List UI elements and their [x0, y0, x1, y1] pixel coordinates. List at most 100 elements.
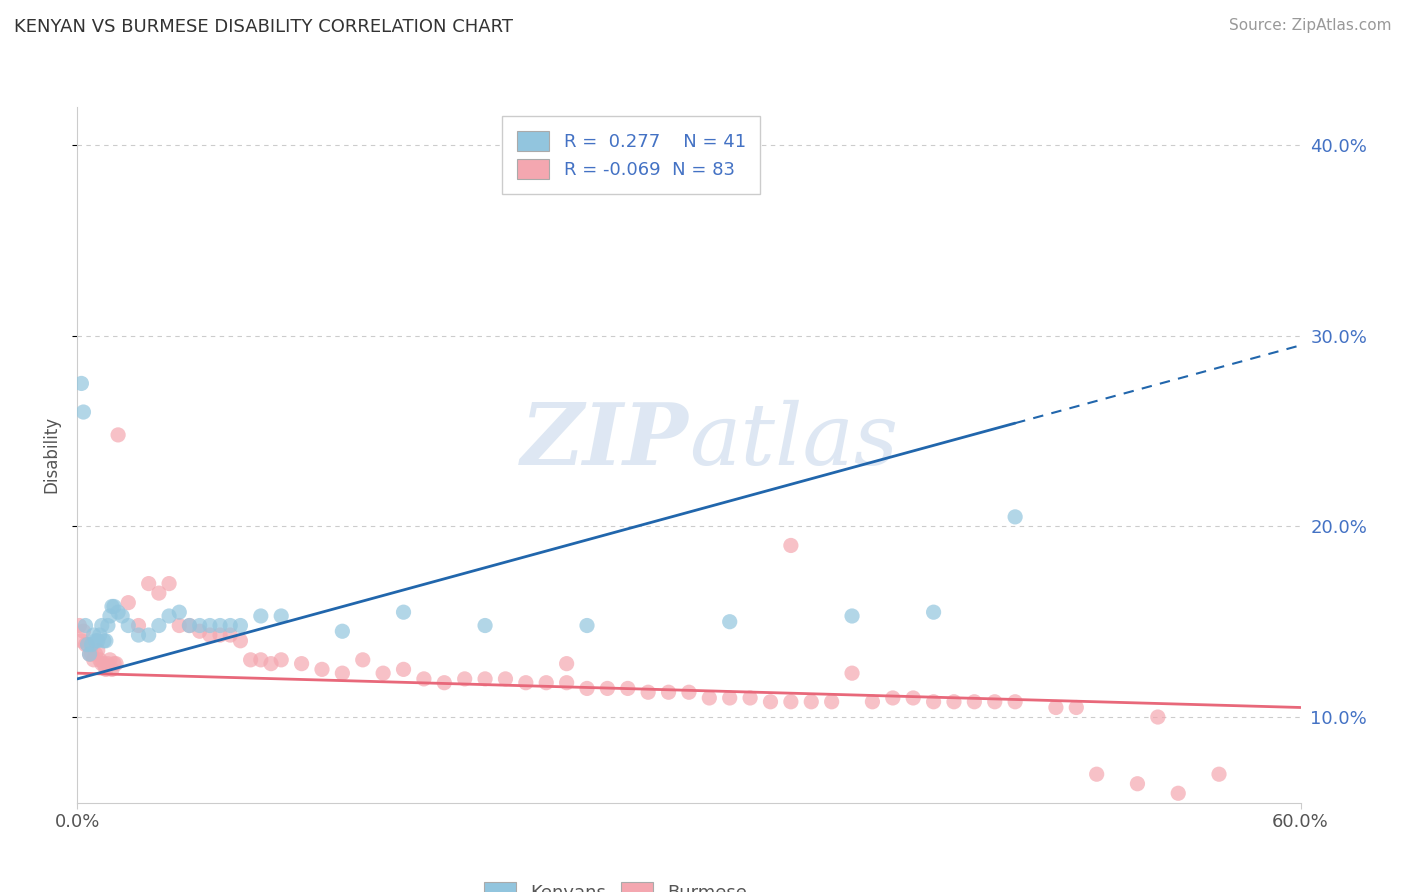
Point	[90, 618, 112, 632]
Point	[433, 675, 456, 690]
Point	[474, 618, 496, 632]
Point	[963, 695, 986, 709]
Point	[219, 618, 242, 632]
Point	[617, 681, 640, 696]
Point	[841, 666, 863, 681]
Point	[718, 690, 741, 705]
Point	[209, 618, 232, 632]
Point	[239, 653, 262, 667]
Point	[922, 605, 945, 619]
Point	[105, 657, 128, 671]
Point	[841, 609, 863, 624]
Point	[515, 675, 537, 690]
Point	[260, 657, 283, 671]
Point	[97, 657, 120, 671]
Point	[89, 628, 111, 642]
Point	[229, 618, 252, 632]
Point	[1004, 695, 1026, 709]
Point	[79, 647, 101, 661]
Point	[596, 681, 619, 696]
Point	[882, 690, 904, 705]
Point	[84, 647, 107, 661]
Point	[1004, 509, 1026, 524]
Point	[984, 695, 1007, 709]
Point	[1147, 710, 1170, 724]
Point	[87, 643, 110, 657]
Point	[759, 695, 782, 709]
Point	[780, 695, 803, 709]
Point	[943, 695, 966, 709]
Point	[413, 672, 436, 686]
Point	[94, 662, 117, 676]
Point	[84, 633, 107, 648]
Point	[72, 405, 94, 419]
Point	[270, 609, 292, 624]
Point	[169, 605, 191, 619]
Point	[1208, 767, 1230, 781]
Point	[117, 596, 139, 610]
Point	[371, 666, 394, 681]
Point	[576, 681, 599, 696]
Point	[90, 657, 112, 671]
Point	[454, 672, 477, 686]
Point	[332, 666, 354, 681]
Point	[862, 695, 884, 709]
Point	[89, 653, 111, 667]
Point	[101, 599, 124, 614]
Point	[699, 690, 721, 705]
Point	[67, 618, 90, 632]
Point	[87, 633, 110, 648]
Point	[138, 628, 160, 642]
Point	[107, 428, 129, 442]
Point	[198, 628, 221, 642]
Point	[1066, 700, 1088, 714]
Point	[740, 690, 762, 705]
Point	[72, 624, 94, 639]
Text: ZIP: ZIP	[522, 400, 689, 483]
Point	[229, 633, 252, 648]
Y-axis label: Disability: Disability	[42, 417, 60, 493]
Point	[179, 618, 201, 632]
Point	[98, 609, 121, 624]
Point	[219, 628, 242, 642]
Point	[495, 672, 517, 686]
Point	[179, 618, 201, 632]
Point	[821, 695, 844, 709]
Point	[392, 605, 415, 619]
Point	[80, 647, 103, 661]
Point	[250, 653, 273, 667]
Point	[75, 618, 97, 632]
Point	[1167, 786, 1189, 800]
Point	[79, 647, 101, 661]
Point	[270, 653, 292, 667]
Point	[392, 662, 415, 676]
Point	[576, 618, 599, 632]
Point	[555, 675, 578, 690]
Point	[1085, 767, 1108, 781]
Point	[97, 618, 120, 632]
Point	[101, 662, 124, 676]
Point	[188, 624, 211, 639]
Point	[291, 657, 314, 671]
Legend: Kenyans, Burmese: Kenyans, Burmese	[470, 868, 762, 892]
Point	[80, 638, 103, 652]
Point	[188, 618, 211, 632]
Point	[678, 685, 700, 699]
Point	[169, 618, 191, 632]
Point	[70, 633, 93, 648]
Point	[103, 599, 125, 614]
Point	[637, 685, 659, 699]
Point	[922, 695, 945, 709]
Point	[718, 615, 741, 629]
Point	[332, 624, 354, 639]
Point	[903, 690, 925, 705]
Point	[138, 576, 160, 591]
Point	[93, 633, 115, 648]
Point	[780, 539, 803, 553]
Point	[103, 657, 125, 671]
Point	[658, 685, 681, 699]
Point	[800, 695, 823, 709]
Point	[107, 605, 129, 619]
Point	[474, 672, 496, 686]
Point	[148, 618, 170, 632]
